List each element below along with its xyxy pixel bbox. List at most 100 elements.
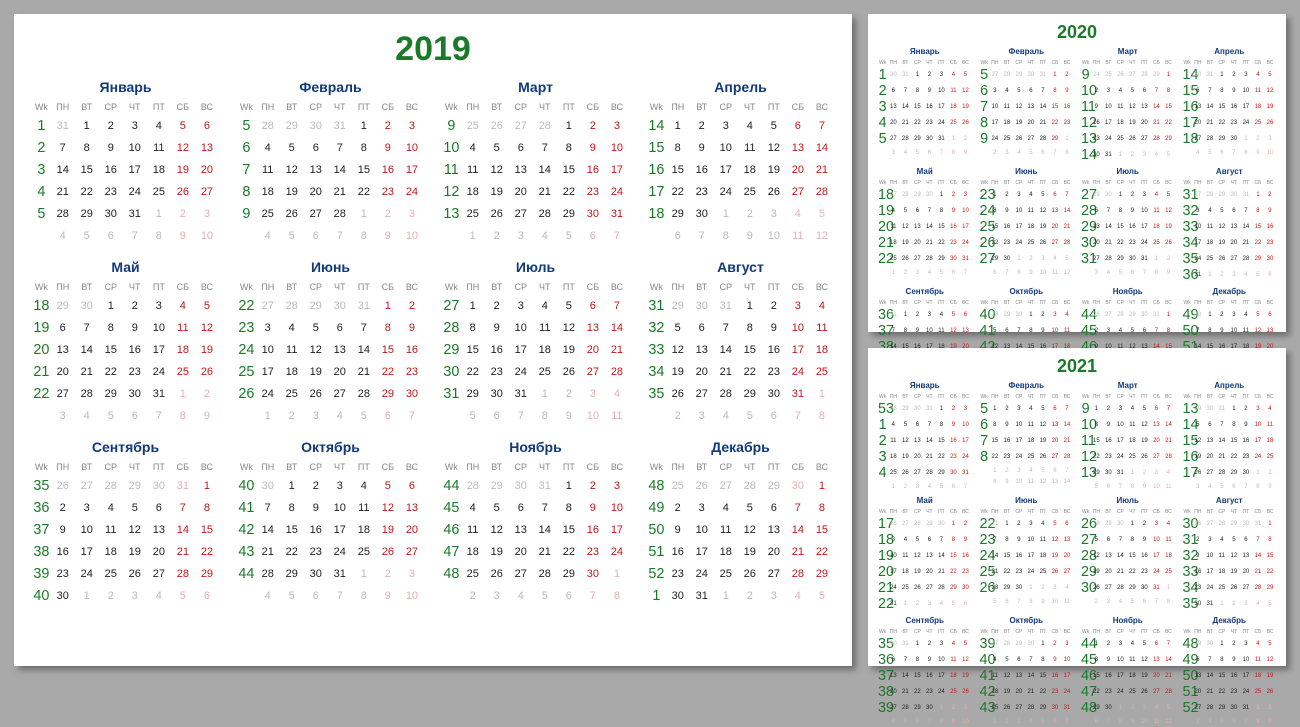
- day-cell: 6: [1204, 417, 1216, 433]
- day-header: СБ: [1049, 627, 1061, 636]
- day-cell: 29: [1114, 251, 1126, 267]
- day-header: ЧТ: [328, 279, 352, 295]
- day-cell: 9: [923, 83, 935, 99]
- week-number: 45: [1081, 652, 1090, 668]
- day-cell: 11: [1025, 417, 1037, 433]
- day-cell: 16: [51, 541, 75, 563]
- day-cell: 11: [786, 225, 810, 247]
- day-cell: 13: [1061, 532, 1073, 548]
- day-cell: 3: [123, 115, 147, 137]
- day-cell: 22: [935, 449, 947, 465]
- day-cell: 4: [786, 203, 810, 225]
- day-cell: 17: [989, 115, 1001, 131]
- day-cell: 1: [75, 115, 99, 137]
- day-cell: 3: [714, 115, 738, 137]
- month-table: WkПНВТСРЧТПТСБВС403012345641789101112134…: [237, 459, 424, 607]
- week-number: 27: [1081, 532, 1090, 548]
- day-cell: 30: [123, 383, 147, 405]
- week-number: 8: [980, 115, 989, 131]
- day-cell: 7: [1240, 481, 1252, 492]
- day-header: ПТ: [147, 459, 171, 475]
- day-cell: 7: [51, 137, 75, 159]
- day-header: ВС: [1162, 58, 1174, 67]
- month-name: Август: [1183, 496, 1277, 505]
- day-cell: 27: [786, 181, 810, 203]
- day-cell: 31: [959, 465, 971, 481]
- day-cell: 16: [1001, 219, 1013, 235]
- day-cell: 25: [1025, 235, 1037, 251]
- day-header: СР: [1216, 298, 1228, 307]
- day-cell: 27: [1013, 700, 1025, 716]
- day-cell: 31: [533, 475, 557, 497]
- day-cell: 2: [923, 67, 935, 83]
- day-cell: 17: [1204, 564, 1216, 580]
- day-cell: 29: [1013, 636, 1025, 652]
- day-cell: 9: [738, 225, 762, 247]
- day-header: ВС: [1061, 58, 1073, 67]
- day-cell: 4: [935, 307, 947, 323]
- day-cell: 11: [461, 159, 485, 181]
- week-number: 23: [237, 317, 256, 339]
- day-cell: 4: [352, 475, 376, 497]
- day-cell: 12: [959, 652, 971, 668]
- day-cell: 10: [959, 417, 971, 433]
- week-number: 19: [878, 203, 887, 219]
- day-cell: 25: [171, 361, 195, 383]
- day-cell: 6: [304, 585, 328, 607]
- week-number: 43: [980, 700, 989, 716]
- week-header: Wk: [237, 99, 256, 115]
- day-cell: 20: [304, 181, 328, 203]
- day-cell: 26: [485, 115, 509, 137]
- week-number: 26: [1081, 516, 1090, 532]
- day-cell: 21: [899, 684, 911, 700]
- day-header: ПТ: [1037, 178, 1049, 187]
- day-cell: 19: [280, 181, 304, 203]
- day-header: ПН: [989, 58, 1001, 67]
- day-cell: 2: [666, 405, 690, 427]
- day-cell: 18: [1126, 433, 1138, 449]
- day-header: ВС: [959, 392, 971, 401]
- day-cell: 20: [147, 541, 171, 563]
- week-number: 6: [980, 83, 989, 99]
- day-header: ВС: [959, 507, 971, 516]
- month-table: WkПНВТСРЧТПТСБВС223112345623789101112132…: [980, 507, 1074, 607]
- day-cell: 3: [75, 497, 99, 519]
- day-cell: 2: [1264, 187, 1276, 203]
- day-cell: 29: [195, 563, 219, 585]
- month-table: WkПНВТСРЧТПТСБВС925262728123104567891011…: [442, 99, 629, 247]
- day-cell: 30: [1228, 187, 1240, 203]
- week-number: 10: [1081, 83, 1090, 99]
- day-header: СБ: [581, 459, 605, 475]
- day-header: ПТ: [1138, 58, 1150, 67]
- day-cell: 12: [1037, 417, 1049, 433]
- day-cell: 9: [1138, 481, 1150, 492]
- day-cell: 3: [1192, 716, 1204, 727]
- day-cell: 23: [923, 684, 935, 700]
- day-cell: 7: [1150, 323, 1162, 339]
- day-cell: 4: [947, 67, 959, 83]
- day-cell: 2: [1162, 251, 1174, 267]
- day-cell: 28: [899, 187, 911, 203]
- day-cell: 13: [1049, 203, 1061, 219]
- day-cell: 17: [1025, 548, 1037, 564]
- day-cell: 19: [666, 361, 690, 383]
- day-cell: 28: [1150, 131, 1162, 147]
- day-cell: 17: [1013, 433, 1025, 449]
- day-cell: 6: [1240, 532, 1252, 548]
- day-cell: 5: [1025, 147, 1037, 158]
- day-cell: 4: [51, 225, 75, 247]
- day-cell: 12: [1037, 203, 1049, 219]
- day-header: ПТ: [935, 58, 947, 67]
- day-cell: 4: [1264, 401, 1276, 417]
- day-cell: 27: [1102, 580, 1114, 596]
- week-number: 20: [878, 564, 887, 580]
- day-cell: 4: [738, 115, 762, 137]
- day-header: ВТ: [1204, 507, 1216, 516]
- week-number: 9: [442, 115, 461, 137]
- week-number: 35: [1183, 251, 1192, 267]
- day-cell: 1: [557, 475, 581, 497]
- day-cell: 3: [195, 203, 219, 225]
- day-cell: 25: [147, 181, 171, 203]
- day-cell: 19: [959, 668, 971, 684]
- day-cell: 28: [280, 295, 304, 317]
